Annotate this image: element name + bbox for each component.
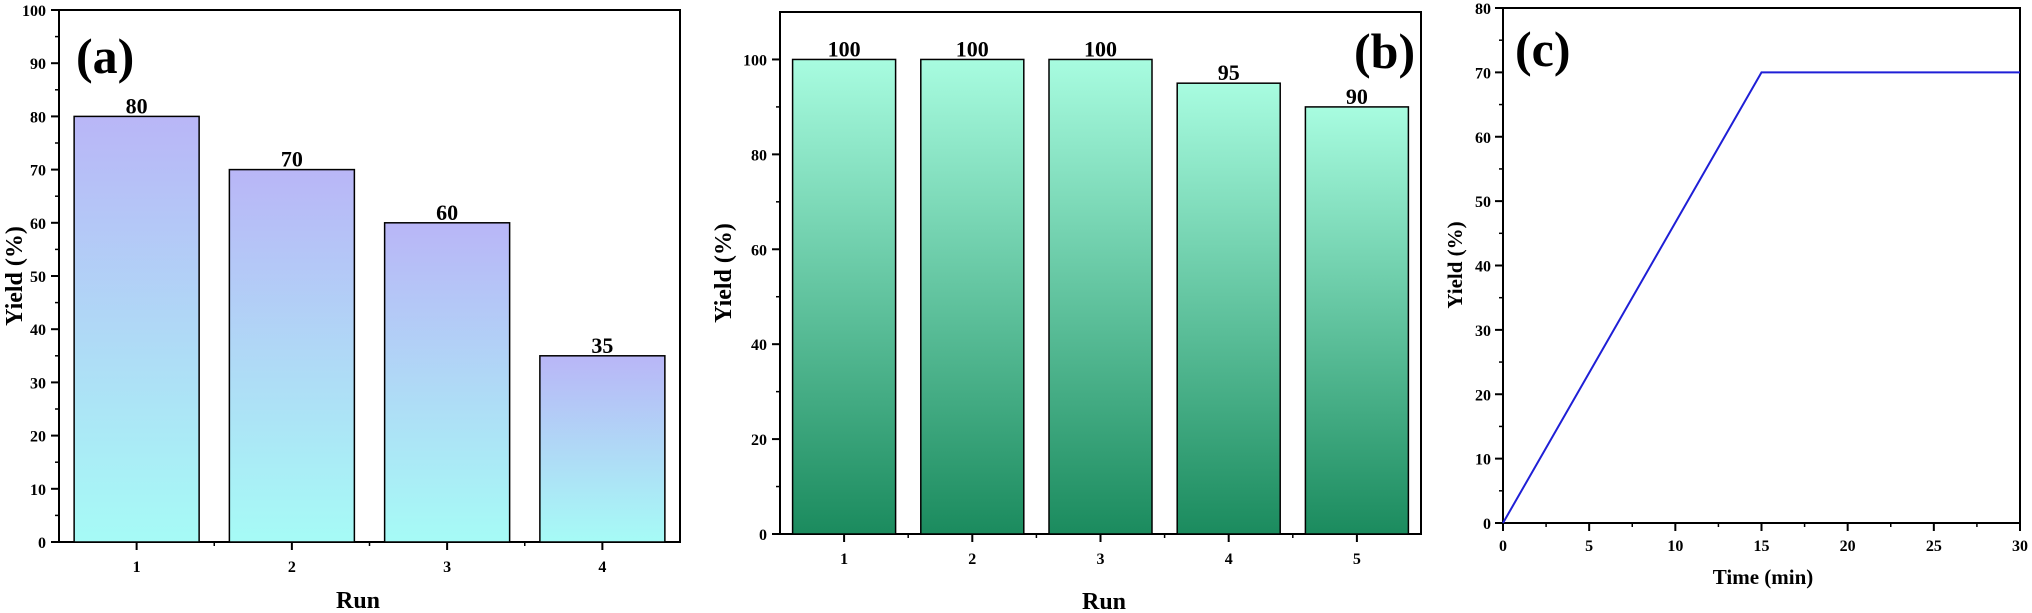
y-axis-title-a: Yield (%)	[2, 226, 28, 326]
series-line-c	[1502, 71, 2020, 524]
y-tick-label: 40	[1475, 259, 1491, 276]
y-tick-label: 90	[30, 56, 46, 73]
y-tick-label: 20	[30, 429, 46, 446]
y-tick-label: 10	[30, 482, 46, 499]
x-axis-title-b: Run	[1082, 589, 1126, 613]
y-tick-label: 100	[22, 3, 46, 20]
y-axis-title-c: Yield (%)	[1443, 221, 1467, 308]
y-tick-label: 40	[30, 322, 46, 339]
y-tick-label: 100	[743, 52, 767, 69]
bar-value-label: 60	[436, 200, 458, 225]
bar-value-label: 100	[828, 36, 861, 61]
x-axis-title-c: Time (min)	[1713, 565, 1814, 589]
panel-label-c: (c)	[1515, 21, 1571, 77]
x-tick-label: 2	[968, 551, 976, 568]
y-tick-label: 60	[1475, 130, 1491, 147]
y-tick-label: 0	[1483, 516, 1491, 533]
y-tick-label: 40	[751, 337, 767, 354]
y-tick-label: 10	[1475, 452, 1491, 469]
y-tick-label: 0	[38, 535, 46, 552]
y-tick-label: 70	[30, 163, 46, 180]
bars-b: 100 100 100 95 90	[791, 36, 1410, 535]
x-tick-label: 3	[443, 559, 451, 576]
bar-value-label: 35	[591, 333, 613, 358]
y-tick-label: 80	[751, 147, 767, 164]
x-tick-label: 5	[1585, 538, 1593, 555]
series-line	[1502, 71, 2020, 524]
bars-a: 80 70 60 35	[73, 93, 666, 543]
bar	[228, 168, 356, 543]
bar	[383, 222, 511, 543]
panel-label-b: (b)	[1354, 23, 1415, 79]
x-axis-title-a: Run	[336, 588, 380, 613]
bar-value-label: 100	[956, 36, 989, 61]
ticks-a: 0 10 20 30 40 50 60 70 80 90 100 1 2 3 4	[22, 3, 606, 576]
y-tick-label: 80	[30, 109, 46, 126]
y-tick-label: 30	[1475, 323, 1491, 340]
x-tick-label: 2	[288, 559, 296, 576]
bar-value-label: 90	[1346, 84, 1368, 109]
bar-value-label: 95	[1218, 60, 1240, 85]
x-tick-label: 0	[1499, 538, 1507, 555]
bar	[539, 355, 666, 543]
y-tick-label: 70	[1475, 65, 1491, 82]
bar-value-label: 70	[281, 147, 303, 172]
x-tick-label: 4	[1225, 551, 1233, 568]
y-axis-title-b: Yield (%)	[711, 223, 737, 323]
x-tick-label: 5	[1353, 551, 1361, 568]
bar-value-label: 100	[1084, 36, 1117, 61]
y-tick-label: 60	[751, 242, 767, 259]
x-tick-label: 20	[1840, 538, 1856, 555]
ticks-c: 0 10 20 30 40 50 60 70 80 0 5 10 15 20 25 30	[1475, 1, 2028, 555]
ticks-b: 0 20 40 60 80 100 1 2 3 4 5	[743, 52, 1361, 568]
bar	[920, 58, 1025, 535]
panel-label-a: (a)	[76, 28, 134, 84]
x-tick-label: 3	[1097, 551, 1105, 568]
y-tick-label: 80	[1475, 1, 1491, 18]
y-tick-label: 20	[1475, 387, 1491, 404]
x-tick-label: 30	[2012, 538, 2028, 555]
x-tick-label: 1	[133, 559, 141, 576]
x-tick-label: 15	[1754, 538, 1770, 555]
bar	[1176, 82, 1281, 535]
y-tick-label: 30	[30, 375, 46, 392]
x-tick-label: 10	[1667, 538, 1683, 555]
bar-value-label: 80	[126, 93, 148, 118]
x-tick-label: 25	[1926, 538, 1942, 555]
bar	[73, 115, 200, 543]
y-tick-label: 0	[759, 527, 767, 544]
bar	[1048, 58, 1153, 535]
bar	[1304, 106, 1410, 535]
x-tick-label: 4	[598, 559, 606, 576]
y-tick-label: 60	[30, 216, 46, 233]
x-tick-label: 1	[840, 551, 848, 568]
chart-panel-c: 0 10 20 30 40 50 60 70 80 0 5 10 15 20 25 30 (c) Time (…	[1443, 1, 2028, 589]
plot-frame-c	[1502, 7, 2021, 524]
y-tick-label: 20	[751, 432, 767, 449]
y-tick-label: 50	[1475, 194, 1491, 211]
bar	[791, 58, 897, 535]
y-tick-label: 50	[30, 269, 46, 286]
